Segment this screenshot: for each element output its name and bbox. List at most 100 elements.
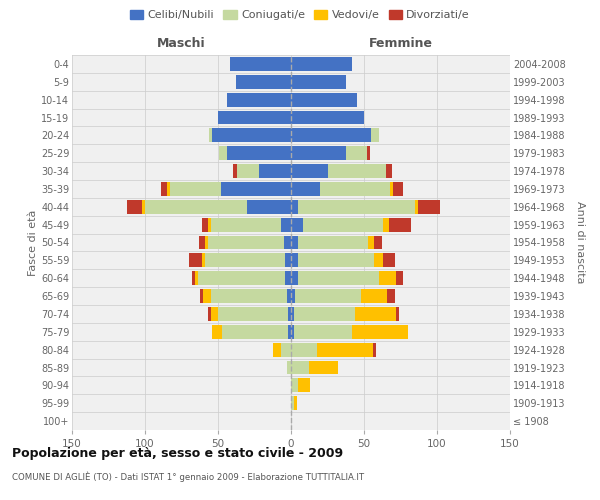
Bar [396, 271, 403, 285]
Bar [291, 378, 298, 392]
Bar [291, 164, 328, 178]
Bar [205, 236, 208, 250]
Bar [291, 289, 295, 303]
Bar [320, 182, 390, 196]
Bar [367, 146, 370, 160]
Bar [291, 396, 294, 410]
Bar [202, 254, 205, 268]
Bar [170, 182, 221, 196]
Bar [291, 92, 356, 106]
Bar [383, 254, 395, 268]
Text: COMUNE DI AGLIÈ (TO) - Dati ISTAT 1° gennaio 2009 - Elaborazione TUTTITALIA.IT: COMUNE DI AGLIÈ (TO) - Dati ISTAT 1° gen… [12, 471, 364, 482]
Bar [291, 182, 320, 196]
Bar [291, 128, 371, 142]
Bar [161, 182, 167, 196]
Bar [288, 307, 291, 321]
Text: Maschi: Maschi [157, 36, 206, 50]
Bar [167, 182, 170, 196]
Bar [227, 92, 291, 106]
Bar [328, 164, 386, 178]
Bar [298, 271, 379, 285]
Bar [291, 307, 294, 321]
Bar [298, 200, 415, 214]
Bar [208, 218, 211, 232]
Bar [221, 182, 291, 196]
Bar [291, 236, 298, 250]
Bar [281, 342, 291, 356]
Bar [218, 110, 291, 124]
Bar [202, 218, 208, 232]
Bar [298, 378, 310, 392]
Legend: Celibi/Nubili, Coniugati/e, Vedovi/e, Divorziati/e: Celibi/Nubili, Coniugati/e, Vedovi/e, Di… [125, 6, 475, 25]
Bar [223, 325, 288, 339]
Bar [368, 236, 374, 250]
Bar [194, 271, 197, 285]
Bar [145, 200, 247, 214]
Bar [236, 75, 291, 89]
Bar [295, 289, 361, 303]
Bar [379, 271, 396, 285]
Bar [294, 307, 355, 321]
Bar [386, 164, 392, 178]
Bar [396, 307, 399, 321]
Bar [388, 289, 395, 303]
Bar [259, 164, 291, 178]
Bar [383, 218, 389, 232]
Bar [285, 271, 291, 285]
Bar [294, 325, 352, 339]
Bar [291, 325, 294, 339]
Bar [291, 271, 298, 285]
Bar [373, 342, 376, 356]
Y-axis label: Anni di nascita: Anni di nascita [575, 201, 585, 284]
Bar [247, 200, 291, 214]
Bar [218, 307, 288, 321]
Bar [291, 110, 364, 124]
Bar [142, 200, 145, 214]
Bar [220, 146, 227, 160]
Bar [237, 164, 259, 178]
Bar [233, 164, 237, 178]
Bar [393, 182, 403, 196]
Bar [352, 325, 408, 339]
Bar [287, 360, 291, 374]
Bar [346, 146, 367, 160]
Bar [371, 128, 379, 142]
Bar [298, 254, 374, 268]
Bar [209, 128, 212, 142]
Bar [374, 254, 383, 268]
Bar [287, 289, 291, 303]
Bar [374, 236, 382, 250]
Bar [317, 342, 373, 356]
Bar [291, 218, 302, 232]
Bar [284, 236, 291, 250]
Bar [200, 289, 203, 303]
Bar [211, 218, 281, 232]
Bar [291, 146, 346, 160]
Bar [294, 396, 297, 410]
Bar [415, 200, 418, 214]
Bar [192, 271, 194, 285]
Bar [227, 146, 291, 160]
Bar [208, 236, 284, 250]
Bar [389, 218, 411, 232]
Bar [291, 75, 346, 89]
Bar [205, 254, 285, 268]
Bar [291, 200, 298, 214]
Bar [285, 254, 291, 268]
Bar [212, 128, 291, 142]
Bar [291, 254, 298, 268]
Bar [189, 254, 202, 268]
Bar [281, 218, 291, 232]
Bar [418, 200, 440, 214]
Bar [288, 325, 291, 339]
Bar [291, 360, 308, 374]
Bar [203, 289, 211, 303]
Bar [199, 236, 205, 250]
Bar [390, 182, 393, 196]
Text: Femmine: Femmine [368, 36, 433, 50]
Bar [127, 200, 142, 214]
Bar [298, 236, 368, 250]
Bar [230, 57, 291, 71]
Bar [302, 218, 383, 232]
Bar [355, 307, 396, 321]
